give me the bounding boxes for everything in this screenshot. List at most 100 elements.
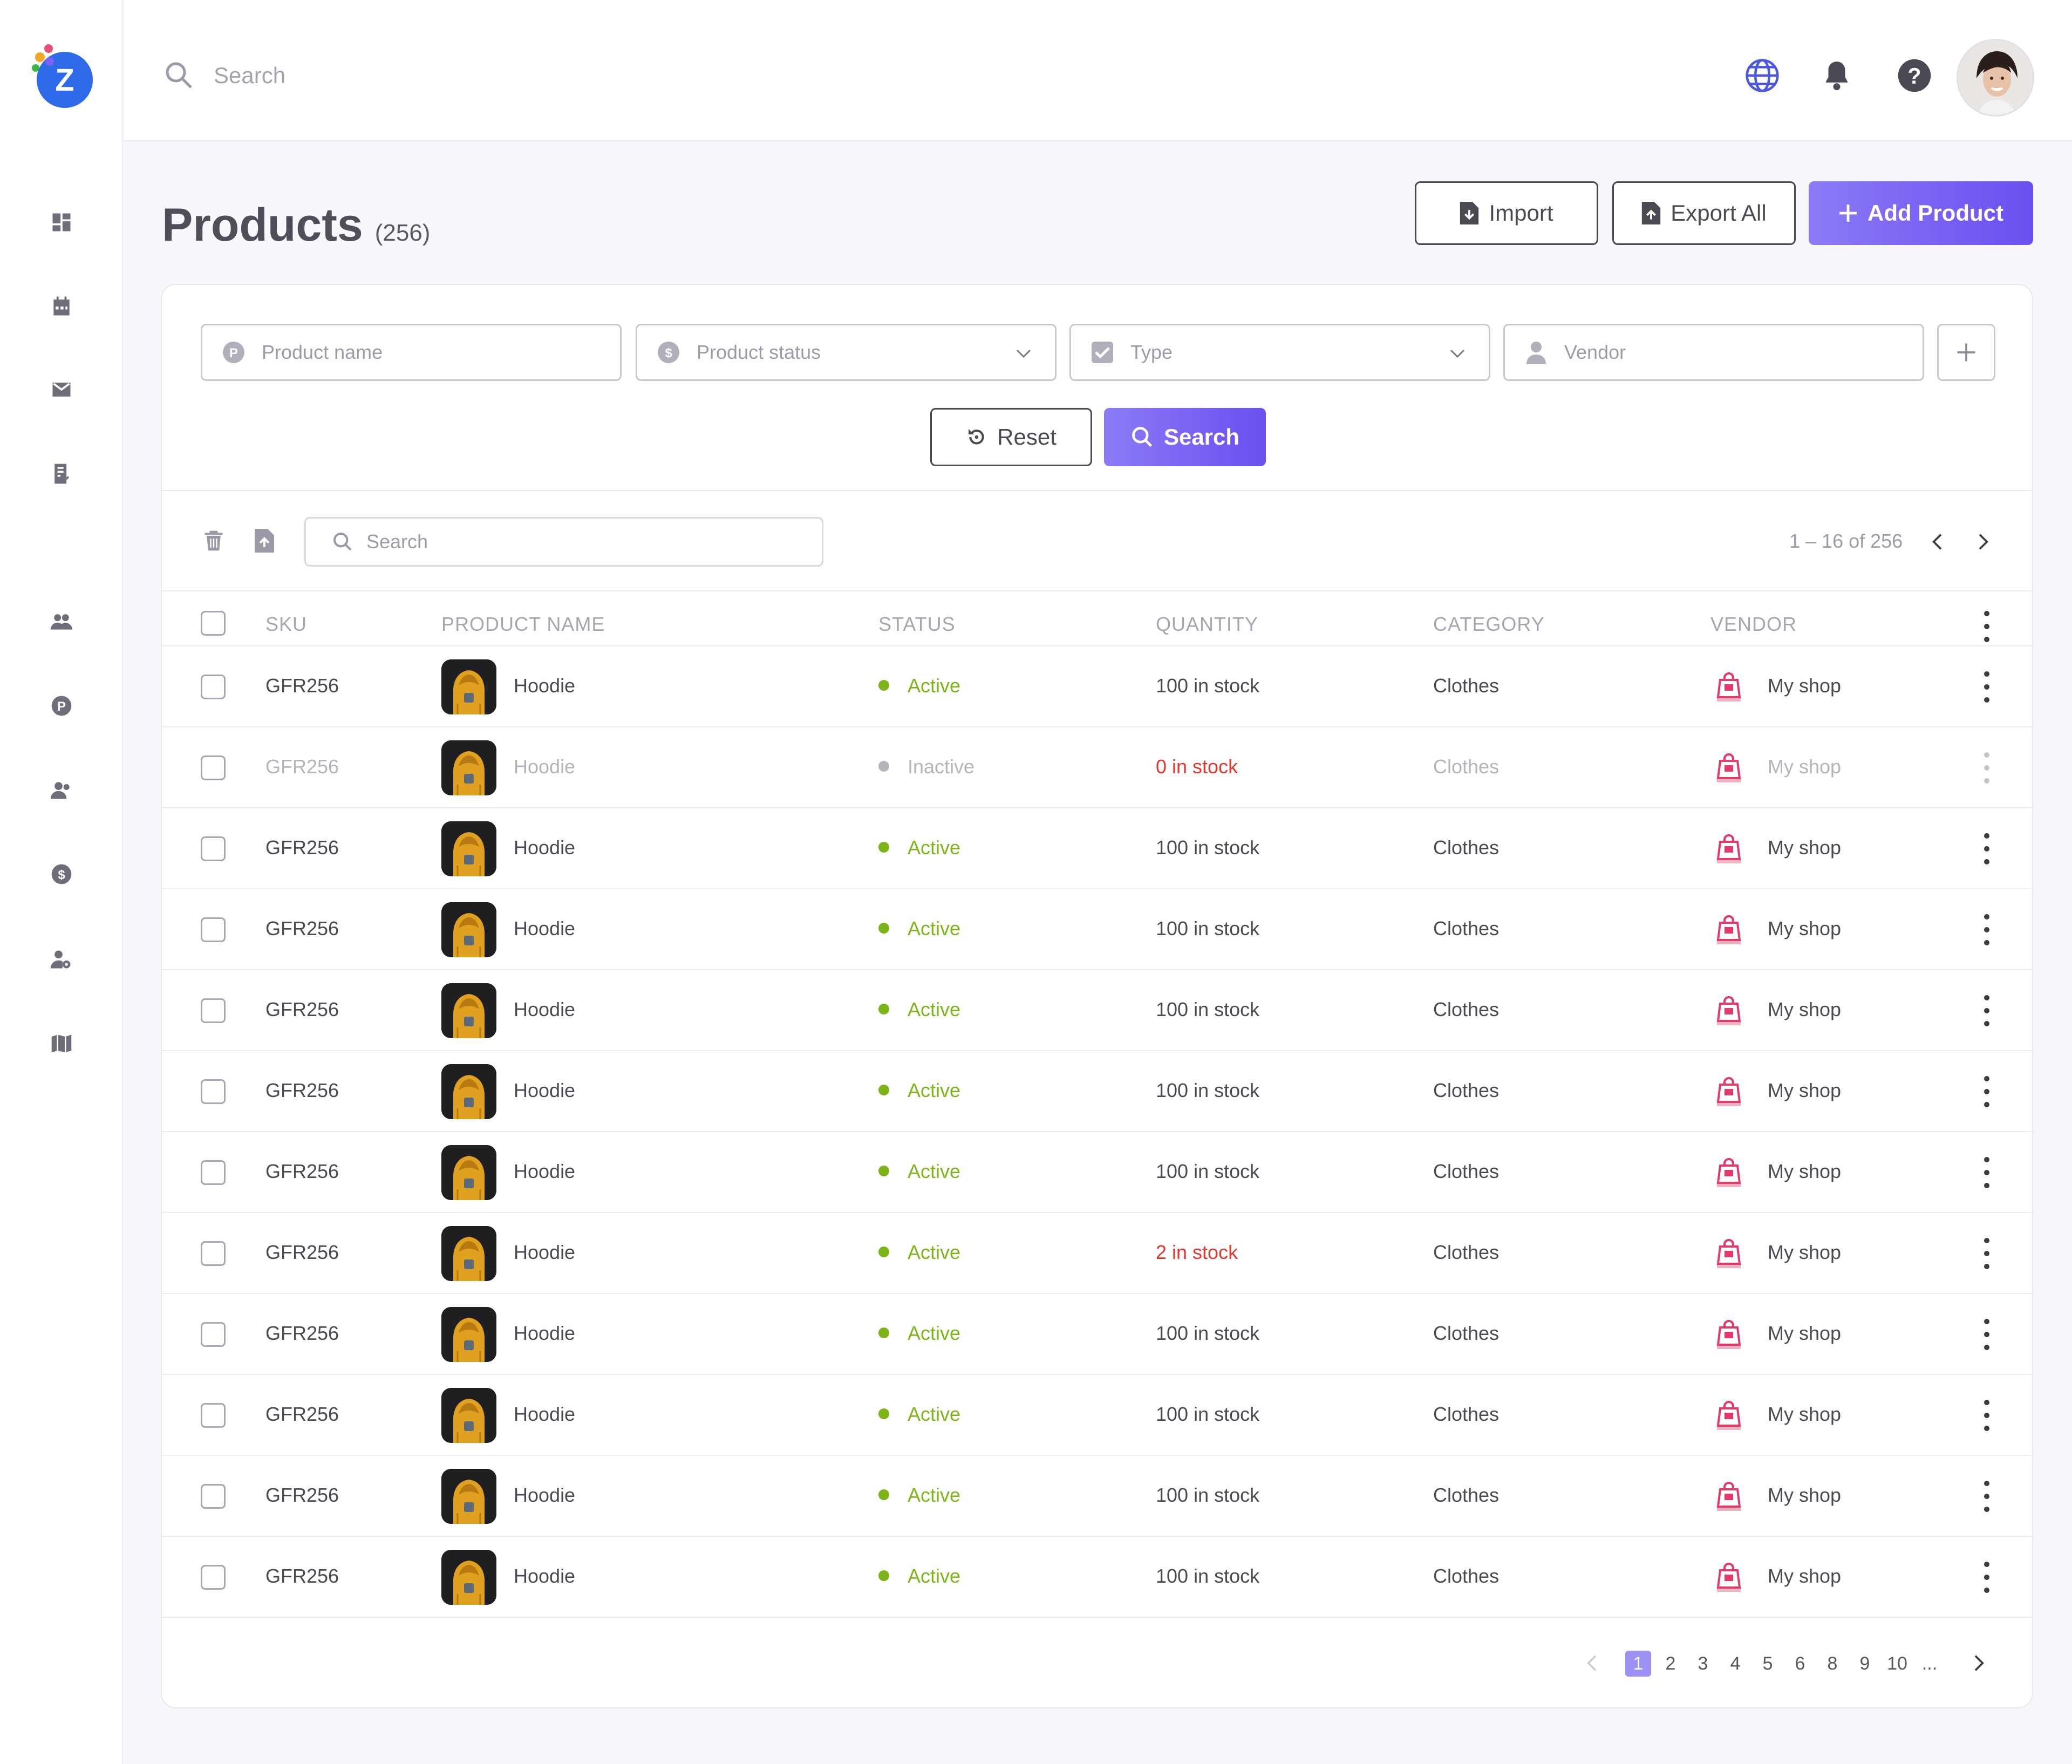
row-vendor[interactable]: My shop (1768, 917, 1842, 939)
table-row[interactable]: GFR256 Hoodie Active 100 in stock Clothes My … (162, 1536, 2034, 1617)
row-actions-button[interactable] (1984, 1238, 1990, 1270)
row-actions-button[interactable] (1984, 1319, 1990, 1351)
row-actions-button[interactable] (1984, 1157, 1990, 1189)
sidebar-item-teams[interactable] (45, 605, 78, 638)
table-row[interactable]: GFR256 Hoodie Inactive 0 in stock Clothes My … (162, 726, 2034, 807)
row-product-name[interactable]: Hoodie (514, 1241, 576, 1263)
row-product-name[interactable]: Hoodie (514, 675, 576, 697)
chevron-left-icon[interactable] (1927, 531, 1949, 553)
row-actions-button[interactable] (1984, 752, 1990, 785)
add-product-button[interactable]: Add Product (1809, 181, 2033, 245)
row-vendor[interactable]: My shop (1768, 1565, 1842, 1587)
sidebar-item-invoice[interactable] (45, 458, 78, 490)
sidebar-item-user-settings[interactable] (45, 943, 78, 976)
row-checkbox[interactable] (201, 675, 226, 699)
sidebar-item-calendar[interactable] (45, 290, 78, 323)
language-button[interactable] (1743, 56, 1782, 95)
row-vendor[interactable]: My shop (1768, 1079, 1842, 1101)
row-actions-button[interactable] (1984, 1562, 1990, 1594)
sidebar-item-finance[interactable]: $ (45, 858, 78, 890)
global-search[interactable]: Search (163, 59, 285, 92)
page-2-button[interactable]: 2 (1665, 1653, 1676, 1674)
import-button[interactable]: Import (1415, 181, 1598, 245)
table-row[interactable]: GFR256 Hoodie Active 100 in stock Clothes My … (162, 1131, 2034, 1212)
help-button[interactable]: ? (1895, 56, 1934, 95)
row-actions-button[interactable] (1984, 671, 1990, 704)
row-actions-button[interactable] (1984, 833, 1990, 866)
row-vendor[interactable]: My shop (1768, 675, 1842, 697)
columns-menu-button[interactable] (1984, 611, 1990, 643)
column-header-category[interactable]: CATEGORY (1433, 613, 1545, 635)
row-product-name[interactable]: Hoodie (514, 1484, 576, 1506)
reset-button[interactable]: Reset (930, 408, 1092, 466)
row-actions-button[interactable] (1984, 1400, 1990, 1432)
row-product-name[interactable]: Hoodie (514, 917, 576, 939)
sidebar-item-customers[interactable] (45, 774, 78, 806)
product-name-filter[interactable]: P Product name (201, 324, 622, 381)
page-8-button[interactable]: 8 (1827, 1653, 1838, 1674)
page-ellipsis-button[interactable]: ... (1921, 1653, 1938, 1674)
type-select[interactable]: Type (1069, 324, 1490, 381)
table-row[interactable]: GFR256 Hoodie Active 100 in stock Clothes My … (162, 645, 2034, 726)
table-row[interactable]: GFR256 Hoodie Active 100 in stock Clothes My … (162, 969, 2034, 1050)
row-vendor[interactable]: My shop (1768, 755, 1842, 778)
pager-prev-icon[interactable] (1582, 1651, 1604, 1675)
row-actions-button[interactable] (1984, 1076, 1990, 1108)
row-checkbox[interactable] (201, 1079, 226, 1104)
row-product-name[interactable]: Hoodie (514, 1403, 576, 1425)
row-actions-button[interactable] (1984, 995, 1990, 1027)
sidebar-item-map[interactable] (45, 1027, 78, 1060)
pager-next-icon[interactable] (1967, 1651, 1989, 1675)
column-header-quantity[interactable]: QUANTITY (1156, 613, 1259, 635)
row-vendor[interactable]: My shop (1768, 1160, 1842, 1182)
user-avatar[interactable] (1957, 39, 2034, 117)
row-checkbox[interactable] (201, 1322, 226, 1347)
table-row[interactable]: GFR256 Hoodie Active 2 in stock Clothes My sh… (162, 1212, 2034, 1293)
page-3-button[interactable]: 3 (1698, 1653, 1708, 1674)
table-search-input[interactable]: Search (304, 517, 823, 567)
row-vendor[interactable]: My shop (1768, 1322, 1842, 1344)
chevron-right-icon[interactable] (1972, 531, 1993, 553)
row-vendor[interactable]: My shop (1768, 1403, 1842, 1425)
table-row[interactable]: GFR256 Hoodie Active 100 in stock Clothes My … (162, 1050, 2034, 1131)
sidebar-item-products[interactable]: P (45, 690, 78, 722)
sidebar-item-mail[interactable] (45, 373, 78, 406)
row-vendor[interactable]: My shop (1768, 1241, 1842, 1263)
vendor-filter[interactable]: Vendor (1503, 324, 1924, 381)
table-row[interactable]: GFR256 Hoodie Active 100 in stock Clothes My … (162, 1374, 2034, 1455)
table-row[interactable]: GFR256 Hoodie Active 100 in stock Clothes My … (162, 1455, 2034, 1536)
column-header-product-name[interactable]: PRODUCT NAME (441, 613, 605, 635)
row-checkbox[interactable] (201, 1403, 226, 1428)
row-checkbox[interactable] (201, 1160, 226, 1185)
row-checkbox[interactable] (201, 836, 226, 861)
page-10-button[interactable]: 10 (1887, 1653, 1907, 1674)
trash-icon[interactable] (202, 529, 226, 553)
app-logo[interactable]: Z (28, 38, 95, 111)
export-all-button[interactable]: Export All (1612, 181, 1796, 245)
row-checkbox[interactable] (201, 1484, 226, 1509)
row-product-name[interactable]: Hoodie (514, 1565, 576, 1587)
file-export-icon[interactable] (254, 529, 275, 553)
sidebar-item-dashboard[interactable] (45, 206, 78, 239)
row-vendor[interactable]: My shop (1768, 998, 1842, 1020)
table-row[interactable]: GFR256 Hoodie Active 100 in stock Clothes My … (162, 1293, 2034, 1374)
row-checkbox[interactable] (201, 1241, 226, 1266)
column-header-sku[interactable]: SKU (265, 613, 308, 635)
row-product-name[interactable]: Hoodie (514, 836, 576, 859)
row-vendor[interactable]: My shop (1768, 1484, 1842, 1506)
table-row[interactable]: GFR256 Hoodie Active 100 in stock Clothes My … (162, 807, 2034, 888)
page-5-button[interactable]: 5 (1762, 1653, 1773, 1674)
select-all-checkbox[interactable] (201, 611, 226, 636)
row-actions-button[interactable] (1984, 1481, 1990, 1513)
page-9-button[interactable]: 9 (1859, 1653, 1870, 1674)
column-header-status[interactable]: STATUS (878, 613, 956, 635)
row-checkbox[interactable] (201, 998, 226, 1023)
row-checkbox[interactable] (201, 755, 226, 780)
row-vendor[interactable]: My shop (1768, 836, 1842, 859)
page-4-button[interactable]: 4 (1730, 1653, 1741, 1674)
row-checkbox[interactable] (201, 1565, 226, 1590)
page-6-button[interactable]: 6 (1795, 1653, 1805, 1674)
row-actions-button[interactable] (1984, 914, 1990, 946)
product-status-select[interactable]: $ Product status (636, 324, 1057, 381)
row-product-name[interactable]: Hoodie (514, 1160, 576, 1182)
